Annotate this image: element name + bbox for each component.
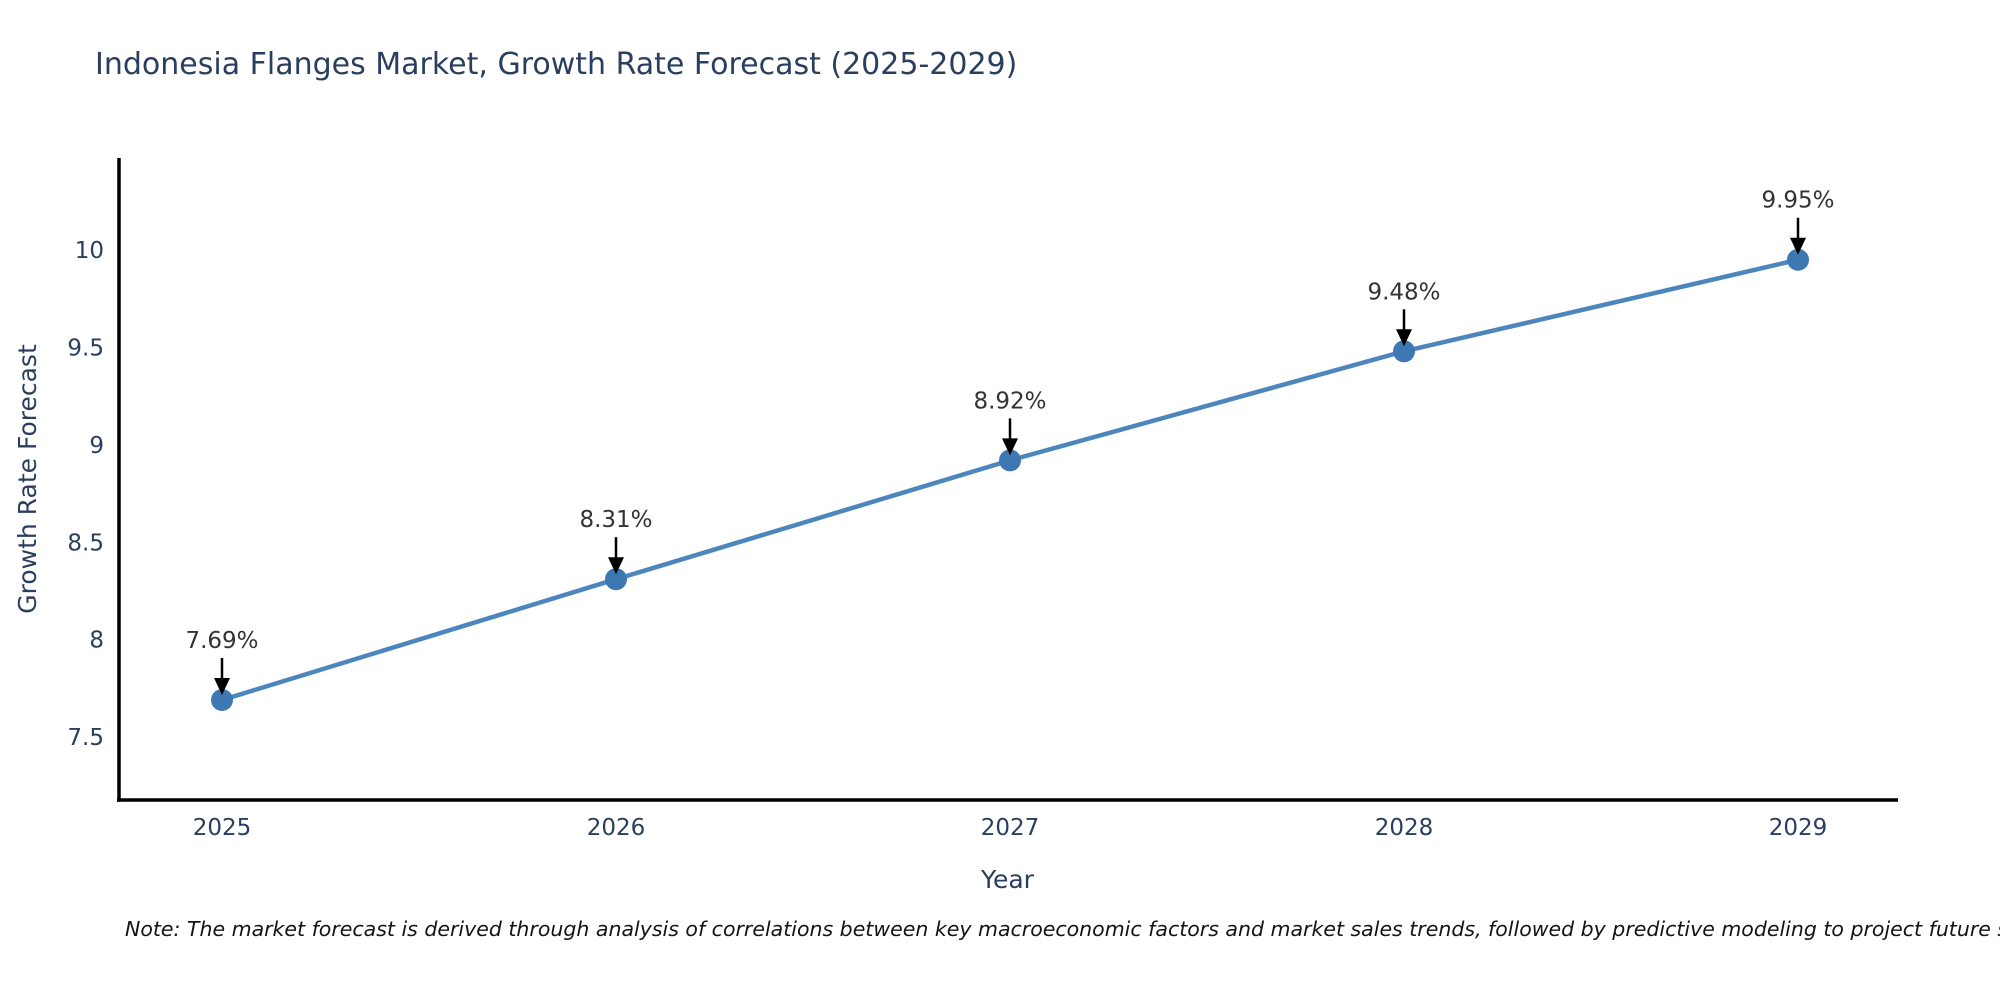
chart-title: Indonesia Flanges Market, Growth Rate Fo… [95, 47, 1018, 82]
data-point-marker [999, 449, 1021, 472]
annotation-arrowhead [608, 557, 624, 575]
y-tick-label: 9 [89, 433, 104, 459]
footnote: Note: The market forecast is derived thr… [125, 917, 2000, 941]
data-point-marker [1787, 248, 1809, 271]
series-line [219, 257, 1801, 703]
data-point-marker [1393, 340, 1415, 363]
annotation-arrowhead [214, 677, 230, 695]
y-tick-label: 8.5 [67, 530, 104, 556]
annotation-arrowhead [1396, 329, 1412, 347]
x-axis-title: Year [980, 865, 1035, 894]
annotation-label: 7.69% [185, 628, 258, 654]
x-tick-label: 2027 [981, 815, 1040, 841]
x-tick-label: 2028 [1375, 815, 1434, 841]
data-point-marker [605, 568, 627, 591]
annotation-arrowhead [1002, 438, 1018, 456]
annotation-label: 9.95% [1761, 188, 1834, 214]
annotation-label: 8.92% [973, 388, 1046, 414]
x-tick-label: 2029 [1769, 815, 1828, 841]
y-tick-label: 10 [75, 238, 104, 264]
x-tick-label: 2025 [193, 815, 252, 841]
y-tick-label: 9.5 [67, 335, 104, 361]
annotation-label: 8.31% [579, 507, 652, 533]
data-point-marker [211, 688, 233, 711]
y-tick-label: 7.5 [67, 725, 104, 751]
annotation-arrowhead [1790, 237, 1806, 255]
x-tick-label: 2026 [587, 815, 646, 841]
y-tick-label: 8 [89, 628, 104, 654]
y-axis-title: Growth Rate Forecast [13, 344, 42, 614]
annotation-label: 9.48% [1367, 279, 1440, 305]
